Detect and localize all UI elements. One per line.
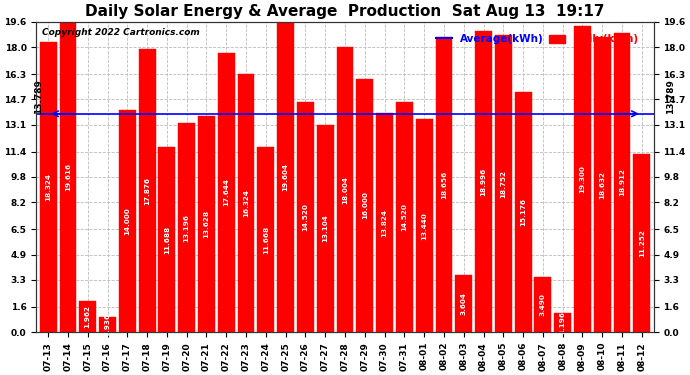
- Bar: [574, 27, 591, 332]
- Bar: [495, 35, 512, 332]
- Text: Copyright 2022 Cartronics.com: Copyright 2022 Cartronics.com: [43, 28, 200, 37]
- Text: 19.300: 19.300: [580, 165, 586, 193]
- Text: 18.004: 18.004: [342, 176, 348, 204]
- Bar: [376, 113, 393, 332]
- Bar: [40, 42, 57, 332]
- Bar: [416, 119, 433, 332]
- Text: 19.604: 19.604: [283, 163, 288, 191]
- Bar: [159, 147, 175, 332]
- Bar: [475, 31, 492, 332]
- Bar: [613, 33, 631, 332]
- Text: 18.996: 18.996: [480, 168, 486, 196]
- Bar: [554, 313, 571, 332]
- Text: 13.104: 13.104: [322, 214, 328, 242]
- Text: 14.520: 14.520: [402, 203, 407, 231]
- Text: 3.604: 3.604: [461, 292, 466, 315]
- Text: 13.789: 13.789: [666, 79, 675, 114]
- Bar: [594, 37, 611, 332]
- Text: 11.688: 11.688: [164, 226, 170, 254]
- Bar: [178, 123, 195, 332]
- Bar: [198, 116, 215, 332]
- Bar: [356, 79, 373, 332]
- Text: 16.324: 16.324: [243, 189, 249, 217]
- Text: 13.789: 13.789: [34, 79, 43, 114]
- Text: 13.824: 13.824: [382, 209, 388, 237]
- Text: 13.628: 13.628: [204, 210, 210, 238]
- Text: 17.876: 17.876: [144, 177, 150, 205]
- Text: 19.616: 19.616: [65, 163, 71, 191]
- Bar: [277, 22, 294, 332]
- Bar: [337, 47, 353, 332]
- Text: 3.490: 3.490: [540, 293, 546, 316]
- Bar: [515, 92, 531, 332]
- Text: 1.962: 1.962: [85, 305, 90, 328]
- Text: 18.324: 18.324: [45, 173, 51, 201]
- Bar: [435, 37, 453, 332]
- Text: 13.196: 13.196: [184, 214, 190, 242]
- Text: 18.656: 18.656: [441, 170, 447, 199]
- Title: Daily Solar Energy & Average  Production  Sat Aug 13  19:17: Daily Solar Energy & Average Production …: [86, 4, 604, 19]
- Text: 18.752: 18.752: [500, 170, 506, 198]
- Bar: [396, 102, 413, 332]
- Text: 11.252: 11.252: [639, 229, 645, 257]
- Text: 13.440: 13.440: [421, 212, 427, 240]
- Bar: [237, 74, 255, 332]
- Text: 14.520: 14.520: [302, 203, 308, 231]
- Text: 18.912: 18.912: [619, 168, 625, 196]
- Text: 15.176: 15.176: [520, 198, 526, 226]
- Bar: [297, 102, 314, 332]
- Bar: [535, 277, 551, 332]
- Text: 16.000: 16.000: [362, 192, 368, 219]
- Bar: [218, 53, 235, 332]
- Text: 1.196: 1.196: [560, 311, 566, 334]
- Text: 17.644: 17.644: [224, 178, 229, 206]
- Text: 18.632: 18.632: [600, 171, 605, 199]
- Bar: [119, 111, 136, 332]
- Bar: [257, 147, 274, 332]
- Text: 14.000: 14.000: [124, 207, 130, 235]
- Bar: [59, 21, 77, 332]
- Bar: [99, 317, 116, 332]
- Text: 0.936: 0.936: [104, 314, 110, 336]
- Bar: [317, 124, 334, 332]
- Bar: [139, 49, 155, 332]
- Bar: [455, 275, 472, 332]
- Text: 11.668: 11.668: [263, 226, 269, 254]
- Legend: Average(kWh), Daily(kWh): Average(kWh), Daily(kWh): [432, 30, 642, 48]
- Bar: [633, 154, 650, 332]
- Bar: [79, 301, 96, 332]
